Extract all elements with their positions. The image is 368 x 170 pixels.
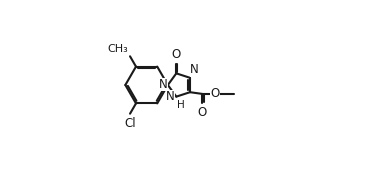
Text: H: H — [177, 100, 185, 110]
Text: O: O — [210, 87, 219, 100]
Text: Cl: Cl — [124, 117, 136, 130]
Text: O: O — [198, 106, 207, 119]
Text: CH₃: CH₃ — [107, 44, 128, 54]
Text: N: N — [190, 63, 199, 76]
Text: N: N — [159, 78, 168, 91]
Text: N: N — [166, 90, 175, 103]
Text: O: O — [172, 48, 181, 61]
